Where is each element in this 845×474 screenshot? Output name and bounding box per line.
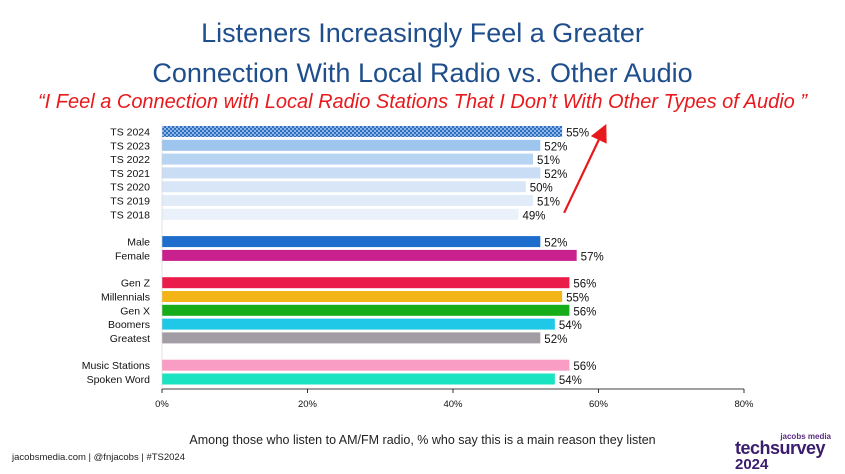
bar-ts-2020 [162,181,526,193]
data-label-male: 52% [544,238,567,250]
chart-footnote: Among those who listen to AM/FM radio, %… [189,433,656,447]
bar-greatest [162,332,541,344]
trend-arrow [563,124,607,214]
x-tick-label-0: 0% [155,399,169,410]
x-tick-label-40: 40% [443,399,463,410]
category-label-ts-2020: TS 2020 [110,182,150,194]
chart-title-line-1: Listeners Increasingly Feel a Greater [201,18,644,48]
chart-title-line-2: Connection With Local Radio vs. Other Au… [152,58,693,88]
bar-chart: TS 2024 55% TS 2023 52% TS 2022 51% TS 2021 52%… [82,124,754,410]
data-label-ts-2022: 51% [537,155,560,167]
category-label-male: Male [127,237,150,249]
bar-male [162,236,541,248]
category-label-ts-2024: TS 2024 [110,127,150,139]
logo-big-text: techsurvey [735,438,826,458]
data-label-spoken-word: 54% [559,375,582,387]
bar-millennials [162,291,563,302]
data-label-ts-2019: 51% [537,197,560,209]
data-label-ts-2023: 52% [544,141,567,153]
bar-ts-2022 [162,153,534,165]
data-label-female: 57% [581,251,604,263]
bar-ts-2019 [162,195,534,206]
category-label-boomers: Boomers [108,319,150,331]
logo-small-text: jacobs media [780,432,831,441]
bar-ts-2018 [162,208,519,220]
category-label-ts-2021: TS 2021 [110,168,150,180]
bar-music-stations [162,359,570,371]
x-tick-label-60: 60% [589,399,609,410]
bar-female [162,249,577,261]
data-label-millennials: 55% [566,293,589,305]
bar-gen-z [162,277,570,289]
category-label-spoken-word: Spoken Word [87,374,151,386]
data-label-greatest: 52% [544,334,567,346]
bar-boomers [162,318,555,330]
logo-year-text: 2024 [735,456,769,473]
category-label-ts-2022: TS 2022 [110,154,150,166]
bar-gen-x [162,304,570,316]
bar-ts-2024 [162,126,563,137]
category-label-millennials: Millennials [101,292,150,304]
category-label-gen-x: Gen X [120,305,150,317]
techsurvey-logo: jacobs media techsurvey 2024 [735,432,835,473]
data-label-ts-2021: 52% [544,169,567,181]
bar-ts-2023 [162,139,541,151]
category-label-greatest: Greatest [110,333,150,345]
category-label-ts-2023: TS 2023 [110,140,150,152]
chart-subtitle: “I Feel a Connection with Local Radio St… [37,91,808,113]
data-label-ts-2018: 49% [522,210,545,222]
bar-spoken-word [162,373,555,385]
category-label-music-stations: Music Stations [82,360,150,372]
category-label-female: Female [115,250,150,262]
data-label-boomers: 54% [559,320,582,332]
data-label-gen-x: 56% [573,306,596,318]
data-label-ts-2020: 50% [530,183,553,195]
data-label-gen-z: 56% [573,279,596,291]
category-label-gen-z: Gen Z [121,278,151,290]
x-tick-label-20: 20% [298,399,318,410]
x-tick-label-80: 80% [734,399,754,410]
footer-credits: jacobsmedia.com | @fnjacobs | #TS2024 [12,452,185,463]
category-label-ts-2018: TS 2018 [110,209,150,221]
bar-ts-2021 [162,167,541,179]
category-label-ts-2019: TS 2019 [110,196,150,208]
data-label-ts-2024: 55% [566,128,589,140]
data-label-music-stations: 56% [573,361,596,373]
